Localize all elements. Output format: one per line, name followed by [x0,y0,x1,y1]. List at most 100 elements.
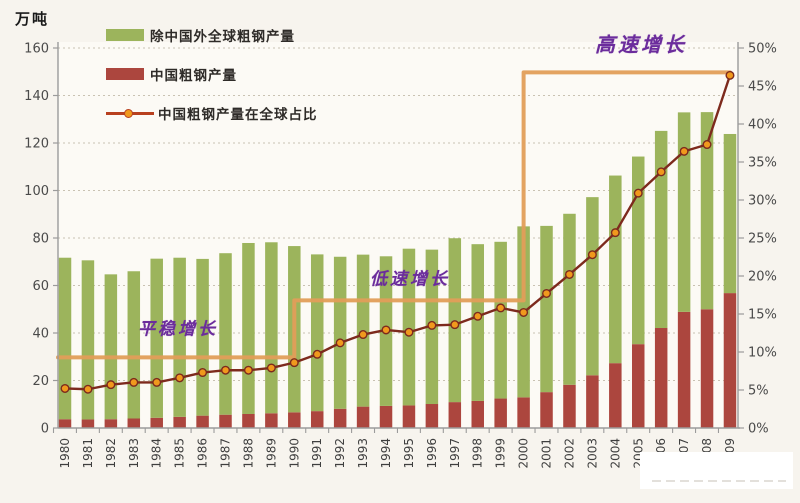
x-axis-year-label: 1983 [127,438,141,469]
share-marker-1995 [404,327,414,337]
bar-china-2002 [563,384,576,428]
share-marker-1986 [198,368,208,378]
annotation-high-growth: 高速增长 [595,32,687,57]
share-marker-2002 [564,269,574,279]
share-marker-1982 [106,380,116,390]
bar-world-ex-china-1992 [333,256,347,409]
share-marker-1993 [358,330,368,340]
right-axis-tick-label: 25% [748,232,777,247]
bar-china-1991 [310,411,324,428]
bar-china-1990 [288,412,301,428]
bar-china-1993 [356,406,370,428]
right-axis-tick-label: 30% [748,194,777,209]
bar-china-2007 [677,311,691,428]
bar-china-1981 [81,419,95,428]
annotation-steady-growth: 平稳增长 [138,319,218,340]
bar-world-ex-china-2003 [586,197,599,376]
x-axis-year-label: 1981 [81,438,95,469]
share-marker-1987 [221,365,231,375]
share-marker-1990 [289,358,299,368]
bar-china-2008 [700,309,714,428]
share-marker-2005 [633,188,643,198]
bar-china-1995 [402,405,416,428]
bar-china-2003 [586,375,599,428]
bar-china-2001 [540,392,553,428]
bar-china-1988 [242,413,255,428]
bar-china-2006 [654,328,668,428]
share-marker-2001 [542,288,552,298]
share-marker-2003 [587,250,597,260]
watermark-cover-box [640,452,793,489]
x-axis-year-label: 1988 [241,438,255,469]
share-marker-1996 [427,320,437,330]
left-axis-tick-label: 40 [32,327,49,342]
right-axis-tick-label: 10% [748,346,777,361]
legend-item-china-share: 中国粗钢产量在全球占比 [106,104,318,123]
share-marker-1984 [152,377,162,387]
bar-china-1986 [196,415,209,428]
bar-world-ex-china-2007 [677,112,691,312]
bar-world-ex-china-2004 [609,175,622,364]
bar-world-ex-china-2005 [632,156,645,345]
x-axis-year-label: 1996 [425,438,439,469]
x-axis-year-label: 1991 [310,438,324,469]
right-axis-tick-label: 0% [748,422,769,437]
bar-world-ex-china-1991 [310,254,324,412]
bar-china-2005 [632,344,645,428]
share-marker-2009 [725,70,735,80]
left-axis-tick-label: 60 [32,279,49,294]
x-axis-year-label: 1987 [219,438,233,469]
right-axis-tick-label: 15% [748,308,777,323]
bar-world-ex-china-2006 [654,130,668,329]
share-marker-1992 [335,338,345,348]
bar-world-ex-china-2001 [540,225,553,393]
share-marker-1985 [175,373,185,383]
growth-phase-step-line [56,70,732,360]
bar-china-1996 [425,404,439,428]
bar-world-ex-china-2002 [563,213,576,385]
share-marker-1980 [60,383,70,393]
x-axis-year-label: 1990 [287,438,301,469]
x-axis-year-label: 2001 [540,438,554,469]
bar-china-1999 [494,398,507,428]
left-axis-tick-label: 140 [24,89,49,104]
share-marker-1994 [381,325,391,335]
bar-china-1997 [448,402,462,428]
x-axis-year-label: 1997 [448,438,462,469]
share-marker-1999 [496,303,506,313]
share-marker-1997 [450,320,460,330]
bar-china-1982 [104,419,118,428]
left-axis-tick-label: 120 [24,137,49,152]
x-axis-year-label: 1995 [402,438,416,469]
left-axis-tick-label: 0 [41,422,49,437]
x-axis-year-label: 2000 [517,438,531,469]
share-marker-2004 [610,228,620,238]
bar-world-ex-china-1987 [219,253,232,415]
left-axis-tick-label: 100 [24,184,49,199]
bar-world-ex-china-1995 [402,248,416,406]
bar-world-ex-china-2008 [700,112,714,310]
green-bar-swatch-icon [106,29,144,41]
legend-item-china: 中国粗钢产量 [106,65,318,84]
right-axis-tick-label: 5% [748,384,769,399]
bar-china-2009 [723,293,737,428]
x-axis-year-label: 1984 [150,438,164,469]
bar-china-1985 [173,416,186,428]
x-axis-year-label: 1992 [333,438,347,469]
bar-china-1983 [127,418,141,428]
bar-world-ex-china-1983 [127,271,141,419]
x-axis-year-label: 1980 [58,438,72,469]
share-marker-2006 [656,167,666,177]
right-axis-tick-label: 35% [748,156,777,171]
share-marker-1988 [243,365,253,375]
bar-china-1984 [150,417,163,428]
bar-world-ex-china-1984 [150,258,163,418]
line-marker-swatch-icon [106,107,154,119]
x-axis-year-label: 2002 [562,438,576,469]
bar-world-ex-china-1988 [242,242,255,414]
share-marker-1981 [83,384,93,394]
bar-china-1987 [219,414,232,428]
bar-world-ex-china-1982 [104,274,118,420]
